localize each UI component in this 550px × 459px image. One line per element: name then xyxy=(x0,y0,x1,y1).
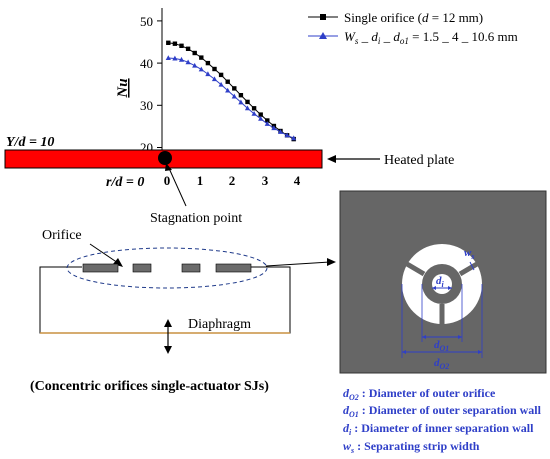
legend-entry-concentric: Ws _ di _ do1 = 1.5 _ 4 _ 10.6 mm xyxy=(344,29,518,46)
do1-label: dO1 xyxy=(434,339,449,353)
definition-ws: ws : Separating strip width xyxy=(343,439,480,455)
y-axis-label: Nu xyxy=(115,78,131,98)
data-point xyxy=(277,129,284,134)
y-over-d-label: Y/d = 10 xyxy=(6,135,54,150)
heated-plate-label: Heated plate xyxy=(384,153,454,168)
do2-arrowhead xyxy=(402,350,406,354)
data-point xyxy=(251,106,257,111)
x-tick-label: 2 xyxy=(229,173,236,188)
y-tick-label: 30 xyxy=(140,98,153,113)
legend-entry-single: Single orifice (d = 12 mm) xyxy=(344,10,483,25)
orifice-plate xyxy=(82,263,119,273)
separating-strip xyxy=(458,261,479,277)
do1-arrowhead xyxy=(422,335,426,339)
data-point xyxy=(172,55,178,61)
definitions-list: dO2 : Diameter of outer orifice dO1 : Di… xyxy=(343,386,542,455)
data-point xyxy=(225,79,230,84)
data-point xyxy=(185,59,191,65)
do2-label: dO2 xyxy=(434,357,449,371)
data-point xyxy=(185,46,191,51)
data-point xyxy=(218,81,224,87)
legend-marker-square xyxy=(320,14,326,20)
diaphragm-arrowhead-up xyxy=(164,319,172,327)
di-arrowhead xyxy=(432,286,436,290)
di-label: di xyxy=(436,275,445,289)
orifice-plate xyxy=(215,263,252,273)
data-point xyxy=(291,135,297,141)
data-point xyxy=(178,56,185,62)
data-point xyxy=(258,116,264,121)
x-tick-label: 1 xyxy=(197,173,204,188)
data-point xyxy=(284,132,290,138)
data-point xyxy=(179,43,184,48)
definition-di: di : Diameter of inner separation wall xyxy=(343,421,534,437)
figure-caption: (Concentric orifices single-actuator SJs… xyxy=(30,379,269,394)
legend: Single orifice (d = 12 mm) Ws _ di _ do1… xyxy=(308,10,518,46)
orifice-plate xyxy=(132,263,152,273)
data-point xyxy=(199,55,204,60)
x-tick-label: 3 xyxy=(262,173,269,188)
stagnation-point-dot xyxy=(158,151,172,165)
data-point xyxy=(271,125,277,131)
inner-orifice xyxy=(432,274,452,294)
series-concentric xyxy=(165,55,297,141)
data-point xyxy=(172,41,178,46)
data-point xyxy=(218,72,224,78)
stagnation-arrow xyxy=(167,165,187,207)
definition-do1: dO1 : Diameter of outer separation wall xyxy=(343,403,542,419)
data-point xyxy=(264,121,270,126)
data-point xyxy=(211,76,218,82)
stagnation-point-label: Stagnation point xyxy=(150,211,242,226)
ws-label: ws xyxy=(464,247,474,261)
x-tick-label: 0 xyxy=(164,173,171,188)
data-point xyxy=(198,66,204,72)
actuator-body xyxy=(39,266,291,334)
data-point xyxy=(225,87,231,93)
data-point xyxy=(231,93,237,99)
orifice-label: Orifice xyxy=(42,228,82,243)
y-tick-label: 40 xyxy=(140,56,153,71)
data-point xyxy=(265,118,270,123)
data-point xyxy=(166,40,171,45)
orifice-arrow xyxy=(89,243,119,264)
data-point xyxy=(165,55,171,61)
ws-pointer xyxy=(469,261,475,271)
data-point xyxy=(205,60,211,66)
diaphragm-arrowhead-down xyxy=(164,346,172,354)
data-point xyxy=(212,66,217,72)
r-over-d-label: r/d = 0 xyxy=(106,175,144,190)
series-single-orifice xyxy=(166,40,296,142)
data-point xyxy=(192,62,198,68)
zoom-arrowhead xyxy=(327,258,336,266)
orifice-plate xyxy=(181,263,201,273)
data-point xyxy=(238,93,244,98)
legend-marker-triangle xyxy=(319,32,327,39)
heated-plate-arrowhead xyxy=(327,155,336,163)
data-point xyxy=(238,99,244,105)
do1-arrowhead xyxy=(458,335,462,339)
data-point xyxy=(205,71,211,77)
do2-arrowhead xyxy=(478,350,482,354)
definition-do2: dO2 : Diameter of outer orifice xyxy=(343,386,496,402)
diaphragm-label: Diaphragm xyxy=(188,317,251,332)
data-point xyxy=(232,86,237,91)
data-point xyxy=(258,112,263,117)
orifice-zoom-ellipse xyxy=(66,247,268,289)
zoom-arrow xyxy=(265,261,331,267)
nu-chart: 20 30 40 50 0 1 2 3 4 Nu Single orifice … xyxy=(115,8,518,188)
x-tick-label: 4 xyxy=(294,173,301,188)
data-point xyxy=(192,50,197,56)
data-point xyxy=(244,105,251,111)
stagnation-arrowhead xyxy=(165,163,172,171)
y-tick-label: 50 xyxy=(140,14,153,29)
separating-strip xyxy=(405,261,426,277)
data-point xyxy=(245,99,250,105)
di-arrowhead xyxy=(448,286,452,290)
data-point xyxy=(251,110,257,116)
